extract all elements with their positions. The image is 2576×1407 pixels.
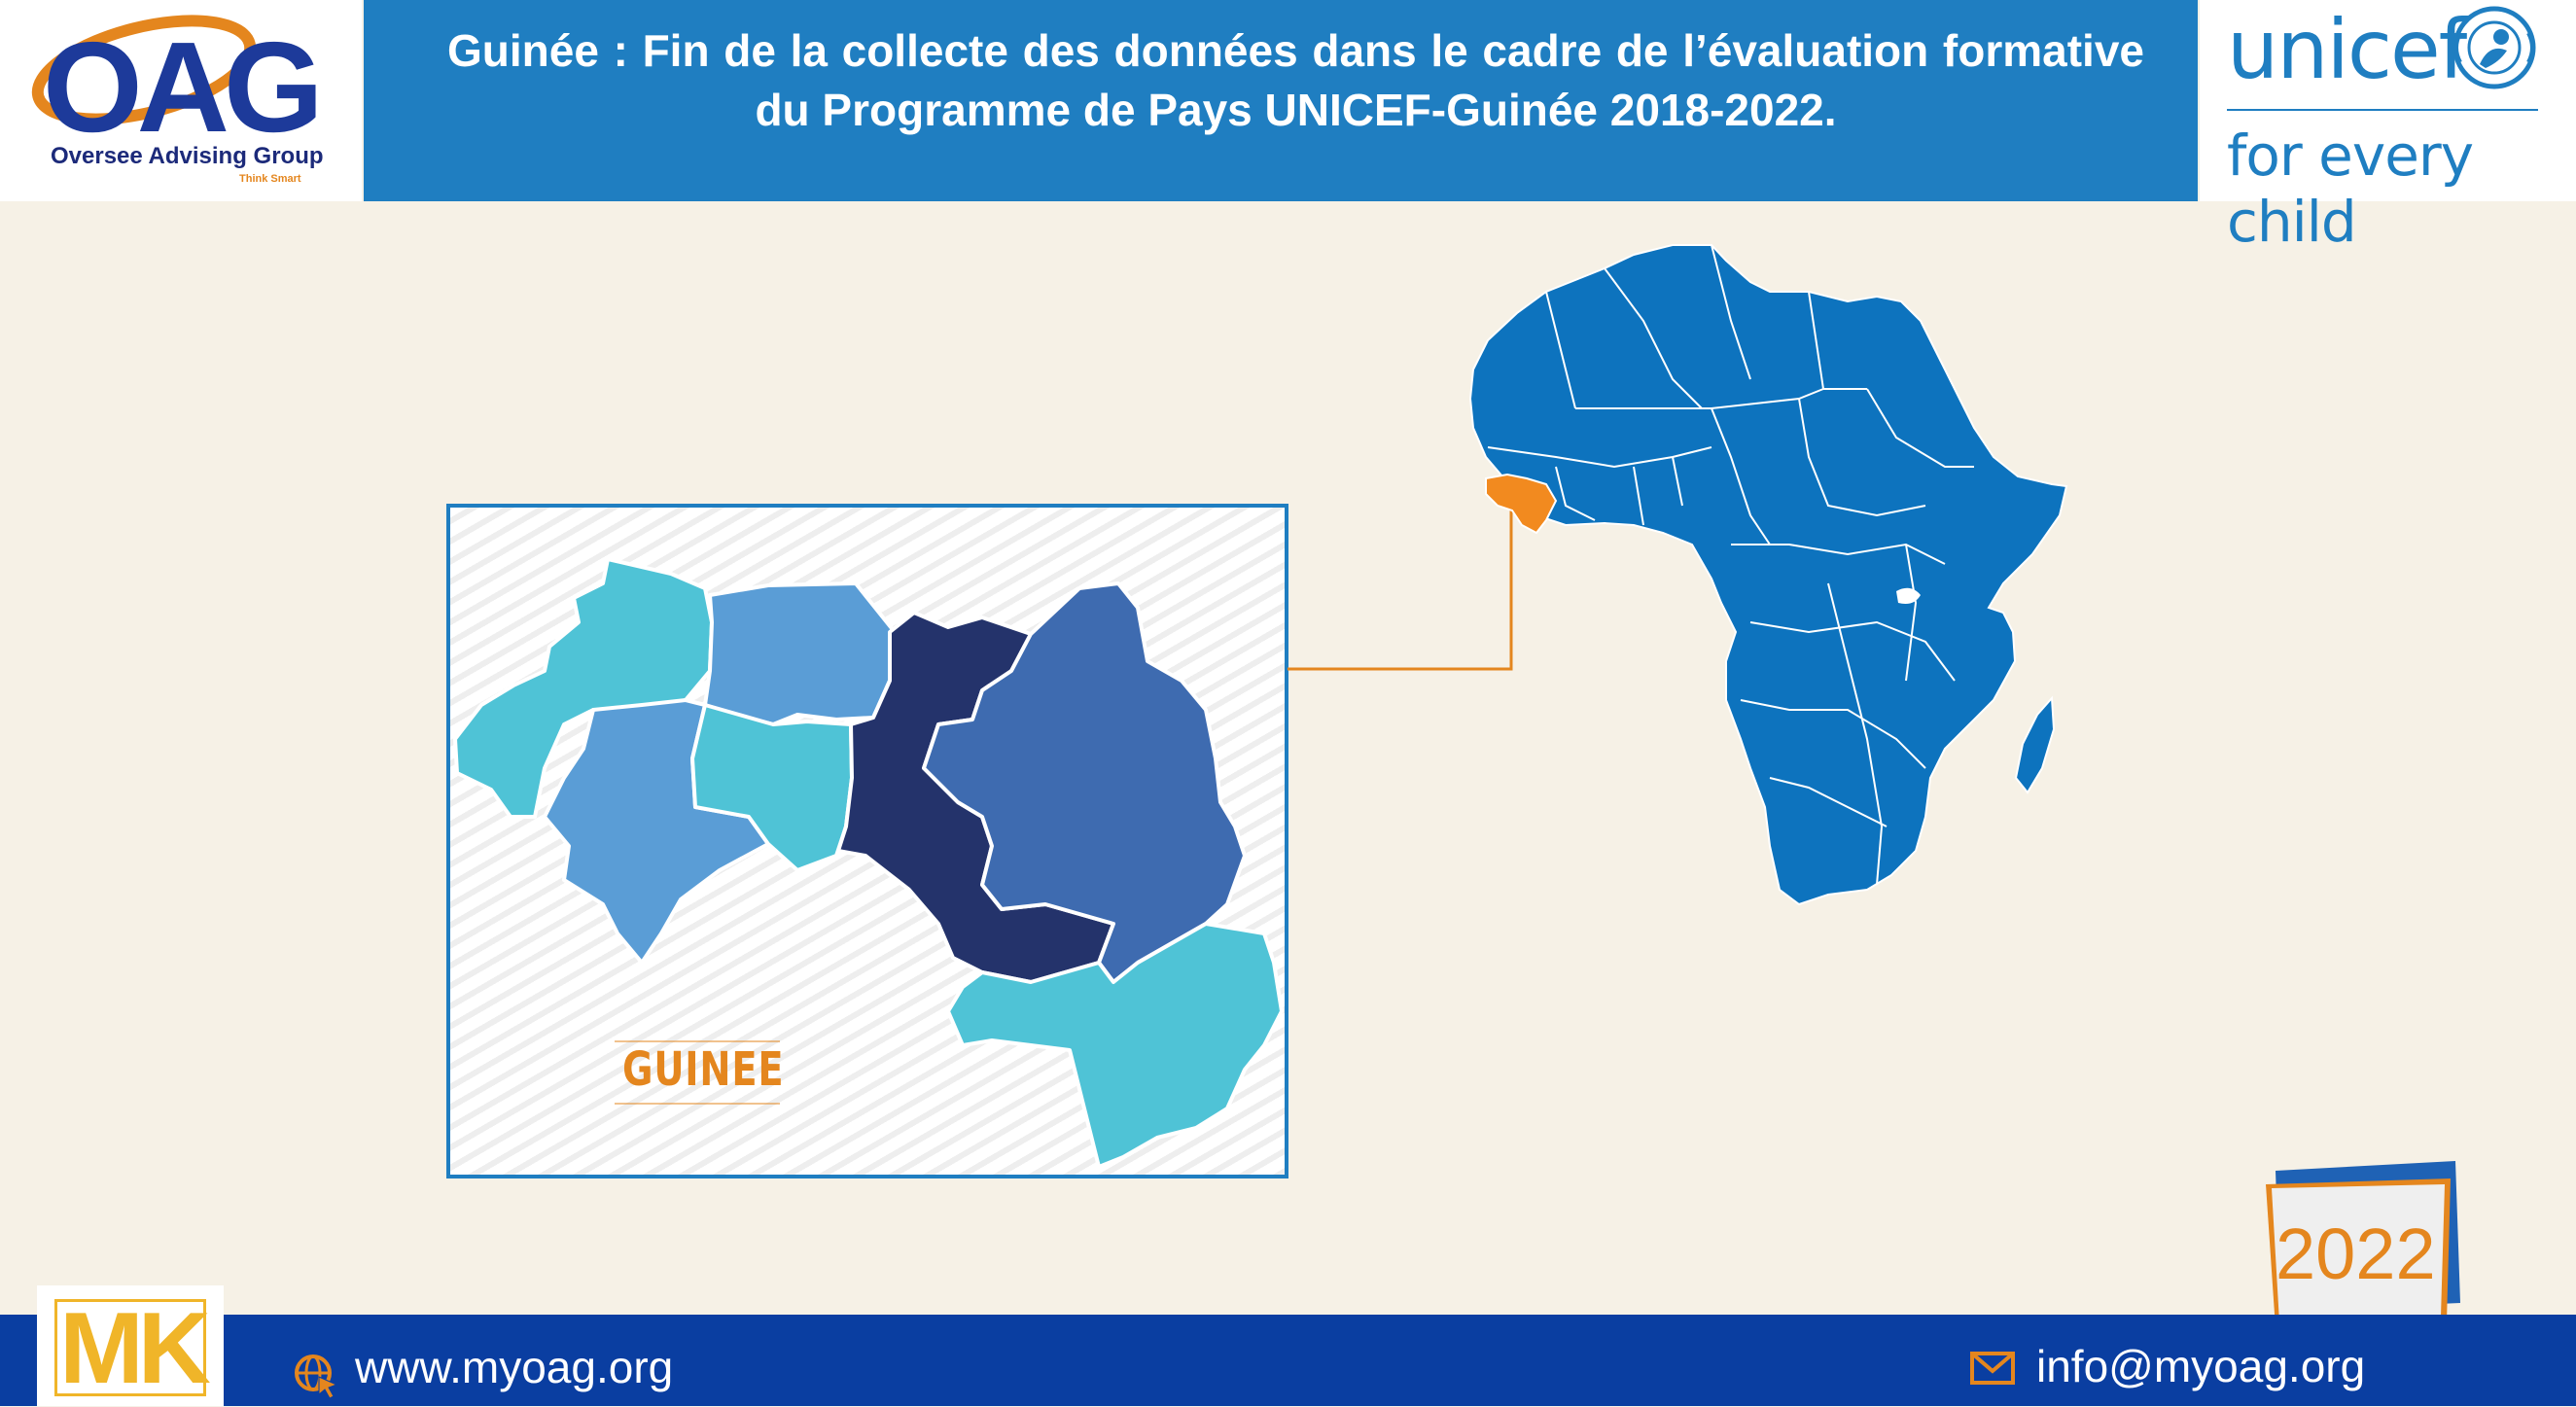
envelope-icon [1970,1352,2015,1385]
page-title: Guinée : Fin de la collecte des données … [447,25,2144,135]
oag-logo-tagline: Think Smart [239,173,301,185]
mk-logo-text: MK [59,1292,211,1405]
guinea-highlight [1485,473,1558,535]
oag-logo-letters: OAG [43,16,318,158]
unicef-logo [2200,0,2576,201]
email-link[interactable]: info@myoag.org [2036,1341,2366,1391]
unicef-wordmark: unicef [2227,2,2467,97]
year-label: 2022 [2276,1214,2436,1294]
map-connector-line [1288,510,1513,671]
year-badge [2266,1161,2460,1328]
oag-logo-mark: OAG [31,15,324,158]
madagascar [2014,695,2056,794]
region-labe [703,581,897,726]
mk-logo-frame [54,1299,206,1396]
guinee-label-rule-top [615,1040,780,1042]
africa-borders [1487,244,1974,886]
globe-cursor-icon [295,1354,338,1399]
header-bar [364,0,2198,201]
lake-victoria [1896,587,1921,604]
africa-map [1468,244,2068,906]
guinea-map-frame [446,504,1288,1178]
oag-logo-subtitle: Oversee Advising Group [51,143,324,169]
unicef-divider [2227,109,2538,111]
website-link[interactable]: www.myoag.org [355,1342,674,1392]
guinee-label-rule-bottom [615,1103,780,1105]
region-nzerekore [946,922,1284,1169]
guinea-regions-map [453,557,1284,1169]
mk-logo: MK [37,1285,224,1406]
unicef-tagline: for every child [2227,123,2474,255]
country-label: GUINEE [622,1042,785,1097]
footer-bar [0,1315,2576,1406]
oag-logo: OAG Oversee Advising Group Think Smart [0,0,362,201]
africa-continent [1468,244,2068,906]
unicef-emblem-icon [2452,6,2536,89]
